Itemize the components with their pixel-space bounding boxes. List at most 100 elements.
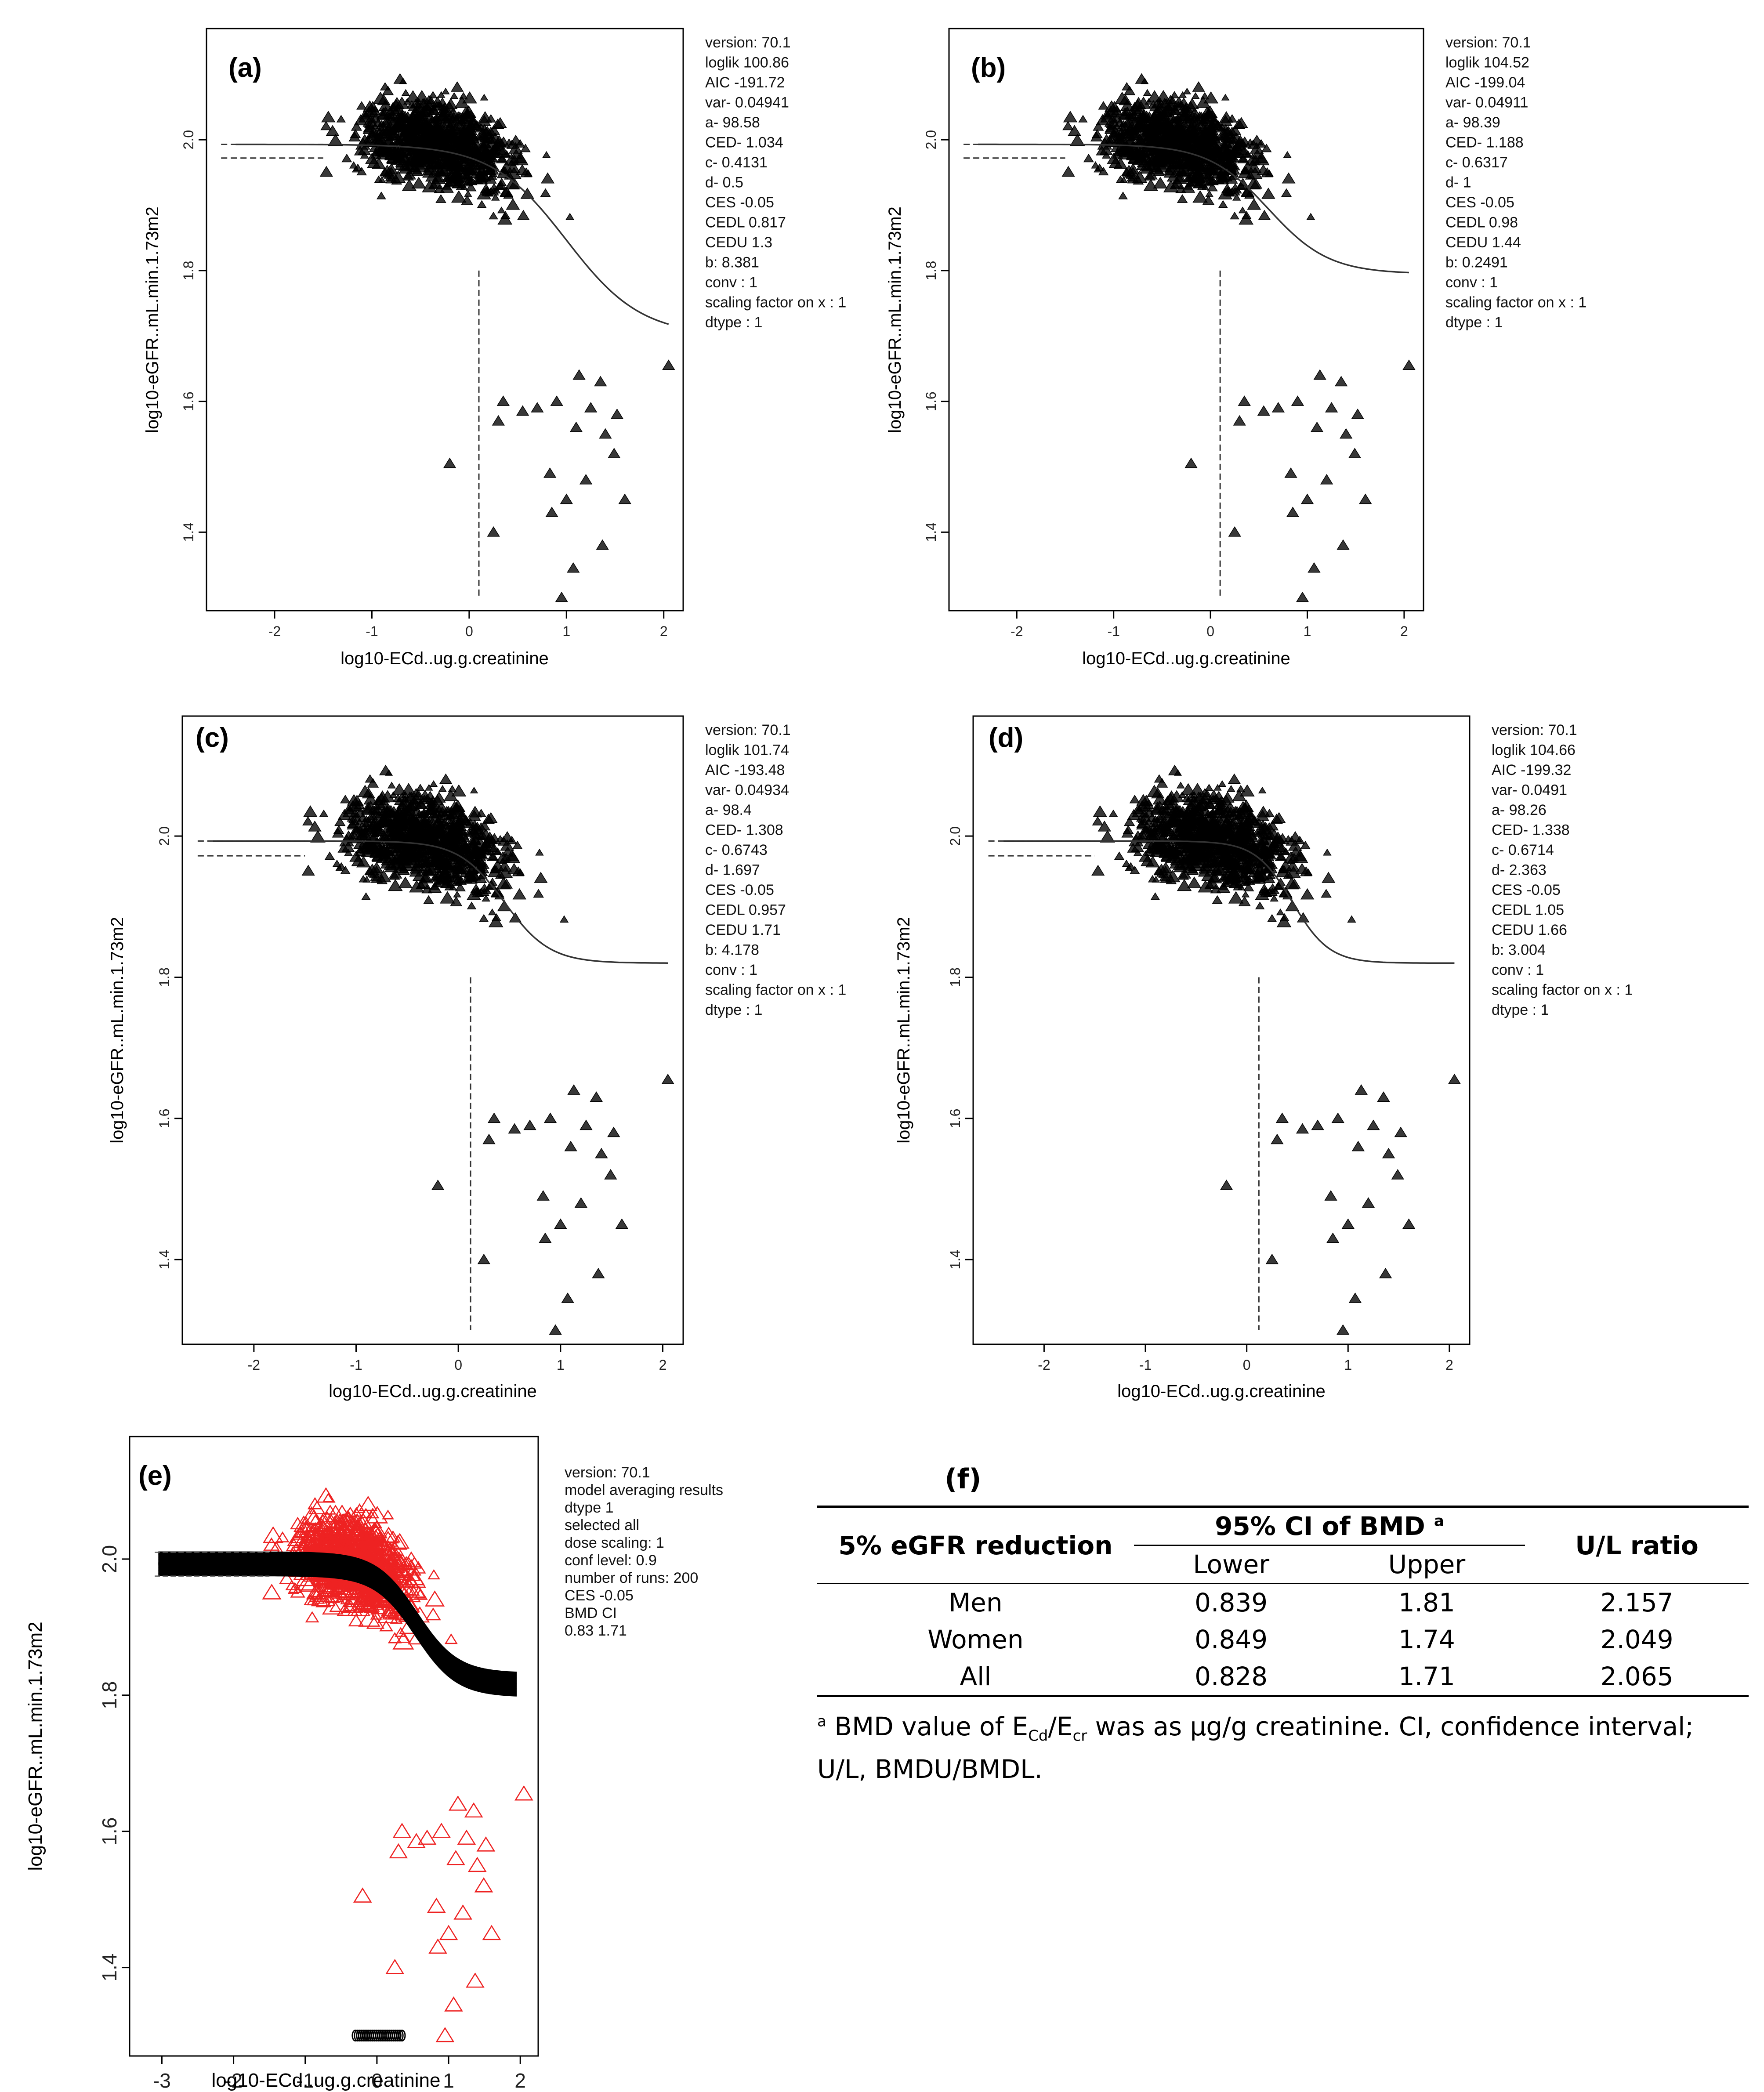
data-point — [1145, 98, 1153, 105]
panel-label: (d) — [989, 723, 1023, 753]
data-point — [1190, 805, 1203, 815]
bootstrap-curve — [158, 1565, 517, 1689]
data-point — [356, 101, 367, 110]
data-point — [1195, 822, 1207, 832]
stat-line: CEDU 1.3 — [705, 234, 772, 251]
data-point — [1100, 110, 1112, 120]
x-tick-label: 2 — [514, 2069, 526, 2092]
data-point — [493, 117, 507, 128]
data-point — [303, 1538, 319, 1552]
data-point — [1306, 213, 1315, 220]
data-point — [1275, 851, 1287, 861]
data-point — [1184, 457, 1198, 468]
data-point — [262, 1584, 282, 1600]
stat-line: d- 0.5 — [705, 174, 743, 191]
data-point — [461, 874, 473, 883]
data-point — [382, 1606, 399, 1620]
data-point — [1244, 190, 1255, 199]
data-point — [351, 855, 365, 866]
data-point — [1092, 816, 1104, 825]
data-point — [1115, 91, 1130, 104]
data-point — [313, 1588, 336, 1607]
y-tick-label: 1.8 — [98, 1681, 121, 1709]
x-axis-title: log10-ECd..ug.g.creatinine — [1117, 1382, 1326, 1401]
data-point — [437, 91, 446, 98]
data-point — [508, 1123, 521, 1134]
data-point — [287, 1585, 300, 1594]
data-point — [1201, 857, 1213, 868]
data-point — [356, 166, 367, 176]
y-axis-title: log10-eGFR..mL.min.1.73m2 — [143, 206, 162, 433]
data-point — [466, 888, 481, 900]
data-point — [1206, 130, 1216, 139]
data-point — [1132, 170, 1148, 183]
data-point — [569, 421, 583, 432]
data-point — [1212, 895, 1223, 904]
stat-line: CEDU 1.66 — [1492, 922, 1567, 938]
data-point — [1203, 172, 1212, 179]
data-point — [374, 133, 387, 144]
y-tick-label: 1.8 — [947, 967, 963, 987]
x-tick-label: 1 — [557, 1357, 565, 1373]
stat-line: b: 3.004 — [1492, 942, 1546, 959]
data-point — [1295, 863, 1309, 874]
data-point — [348, 1614, 364, 1627]
data-point — [361, 892, 371, 900]
data-point — [1143, 89, 1152, 96]
data-point — [1126, 163, 1140, 174]
data-point — [1184, 812, 1199, 824]
data-point — [1124, 865, 1133, 871]
data-point — [1254, 850, 1263, 857]
data-point — [464, 165, 478, 176]
x-axis: -3 -2 -1 0 1 2 — [153, 2055, 526, 2092]
y-tick-label: 1.4 — [98, 1954, 121, 1982]
data-point — [615, 1218, 629, 1229]
stat-line: AIC -191.72 — [705, 74, 785, 91]
data-point — [320, 121, 332, 130]
stat-line: CEDL 0.957 — [705, 902, 786, 919]
data-point — [482, 1925, 501, 1940]
data-point — [440, 181, 454, 193]
data-point — [349, 1517, 369, 1533]
data-point — [506, 198, 520, 210]
data-point — [1276, 915, 1292, 927]
data-point — [1132, 804, 1144, 814]
data-point — [412, 857, 425, 868]
data-point — [467, 901, 477, 909]
stat-line: a- 98.4 — [705, 802, 752, 818]
data-point — [388, 1551, 410, 1569]
data-point — [435, 2027, 455, 2042]
data-point — [425, 159, 438, 169]
data-point — [1341, 1218, 1355, 1229]
data-point — [1218, 200, 1228, 208]
stat-line: CED- 1.308 — [705, 822, 783, 839]
data-point — [1266, 820, 1279, 831]
data-point — [1268, 883, 1278, 892]
y-tick-label: 1.4 — [947, 1250, 963, 1269]
y-axis-title: log10-eGFR..mL.min.1.73m2 — [25, 1621, 46, 1871]
data-point — [1271, 402, 1285, 413]
data-point — [340, 1520, 353, 1531]
data-point — [1337, 1324, 1350, 1335]
data-point — [1156, 110, 1169, 121]
stat-line: CES -0.05 — [565, 1587, 634, 1604]
data-point — [377, 801, 386, 808]
data-point — [1255, 888, 1270, 900]
data-point — [411, 831, 425, 843]
data-point — [1090, 131, 1103, 141]
data-point — [491, 193, 500, 201]
data-point — [1225, 154, 1237, 163]
data-point — [351, 166, 360, 173]
y-axis: 1.41.61.82.0 — [947, 826, 973, 1269]
data-point — [523, 1119, 536, 1130]
data-point — [427, 881, 442, 893]
data-point — [394, 861, 409, 873]
stat-line: a- 98.58 — [705, 114, 760, 131]
data-point — [567, 1084, 580, 1095]
data-point — [1178, 791, 1187, 798]
data-point — [1216, 881, 1231, 893]
data-point — [580, 1119, 593, 1130]
stat-line: CES -0.05 — [1492, 882, 1561, 898]
data-point — [507, 863, 521, 874]
data-point — [1275, 843, 1289, 855]
